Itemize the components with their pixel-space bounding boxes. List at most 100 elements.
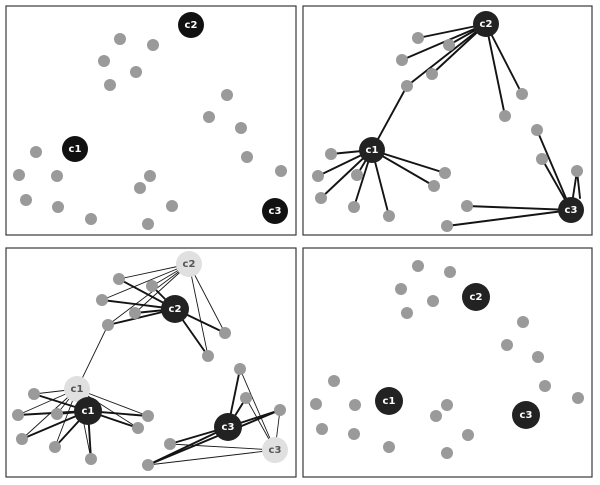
data-point <box>501 339 513 351</box>
assignment-edge <box>101 263 190 301</box>
data-point <box>274 404 286 416</box>
centroid-c1: c1 <box>62 136 88 162</box>
centroid-c2-label: c2 <box>185 20 198 31</box>
data-point <box>412 32 424 44</box>
centroid-c3-label: c3 <box>269 445 282 456</box>
centroid-c2: c2 <box>178 12 204 38</box>
centroid-c3: c3 <box>262 437 288 463</box>
data-point <box>401 80 413 92</box>
data-point <box>221 89 233 101</box>
centroid-c1-label: c1 <box>82 406 95 417</box>
assignment-edge <box>485 23 506 117</box>
data-point <box>441 447 453 459</box>
assignment-edge <box>188 263 209 357</box>
panel-assignment-step: c2 c1 c3 <box>312 11 584 232</box>
data-point <box>142 459 154 471</box>
data-point <box>441 399 453 411</box>
centroid-c3-marker <box>214 413 242 441</box>
centroid-c1: c1 <box>375 387 403 415</box>
data-point <box>349 399 361 411</box>
data-point <box>166 200 178 212</box>
centroid-c2-marker <box>462 283 490 311</box>
assignment-edge <box>147 449 276 466</box>
data-point <box>134 182 146 194</box>
centroid-c1: c1 <box>359 137 385 163</box>
centroid-c2: c2 <box>462 283 490 311</box>
data-point <box>499 110 511 122</box>
centroid-c1-marker <box>74 397 102 425</box>
data-point <box>428 180 440 192</box>
centroid-c3-marker <box>558 197 584 223</box>
data-point <box>144 170 156 182</box>
data-point <box>426 68 438 80</box>
assignment-edge <box>169 443 276 451</box>
data-point <box>96 294 108 306</box>
centroid-c1-marker <box>64 376 90 402</box>
panel-converged-frame <box>302 247 593 478</box>
data-point <box>462 429 474 441</box>
data-point <box>52 201 64 213</box>
data-point <box>351 169 363 181</box>
data-point <box>30 146 42 158</box>
data-point <box>13 169 25 181</box>
centroid-c1-label: c1 <box>366 145 379 156</box>
data-point <box>51 408 63 420</box>
centroid-c3: c3 <box>512 401 540 429</box>
data-point <box>516 88 528 100</box>
centroid-c3-label: c3 <box>520 410 533 421</box>
data-point <box>219 327 231 339</box>
data-point <box>203 111 215 123</box>
data-point <box>130 66 142 78</box>
centroid-c3-label: c3 <box>269 206 282 217</box>
data-point <box>439 167 451 179</box>
data-point <box>383 210 395 222</box>
panel-initial-centroids: c2 c1 c3 <box>13 12 288 230</box>
data-point <box>234 363 246 375</box>
assignment-edge <box>466 205 572 211</box>
data-point <box>28 388 40 400</box>
data-point <box>312 170 324 182</box>
panel-converged: c2 c1 c3 <box>310 260 584 459</box>
centroid-c3: c3 <box>558 197 584 223</box>
centroid-c1-label: c1 <box>383 396 396 407</box>
data-point <box>531 124 543 136</box>
data-point <box>113 273 125 285</box>
data-point <box>383 441 395 453</box>
centroid-c3-marker <box>512 401 540 429</box>
assignment-edge <box>406 23 487 87</box>
data-point <box>348 428 360 440</box>
data-point <box>396 54 408 66</box>
centroid-c1-marker <box>375 387 403 415</box>
centroid-c3: c3 <box>214 413 242 441</box>
centroid-c2: c2 <box>161 295 189 323</box>
data-point <box>49 441 61 453</box>
data-point <box>85 453 97 465</box>
assignment-edge <box>446 209 572 227</box>
centroid-c3-label: c3 <box>222 422 235 433</box>
data-point <box>275 165 287 177</box>
data-point <box>412 260 424 272</box>
assignment-edge <box>239 368 276 451</box>
data-point <box>132 422 144 434</box>
assignment-edge <box>485 23 523 95</box>
data-point <box>202 350 214 362</box>
data-point <box>20 194 32 206</box>
data-point <box>539 380 551 392</box>
data-point <box>461 200 473 212</box>
centroid-c1-label: c1 <box>71 384 84 395</box>
data-point <box>142 410 154 422</box>
centroid-c2-label: c2 <box>470 292 483 303</box>
data-point <box>12 409 24 421</box>
data-point <box>572 392 584 404</box>
panel-centroid-update: c2 c1 c3 c2 c1 c3 <box>12 251 288 471</box>
centroid-c2-marker <box>473 11 499 37</box>
centroid-c2: c2 <box>176 251 202 277</box>
data-point <box>51 170 63 182</box>
data-point <box>517 316 529 328</box>
centroid-c2-label: c2 <box>183 259 196 270</box>
data-point <box>235 122 247 134</box>
centroid-c3-marker <box>262 437 288 463</box>
centroid-c2-label: c2 <box>169 304 182 315</box>
assignment-edge <box>147 409 281 466</box>
